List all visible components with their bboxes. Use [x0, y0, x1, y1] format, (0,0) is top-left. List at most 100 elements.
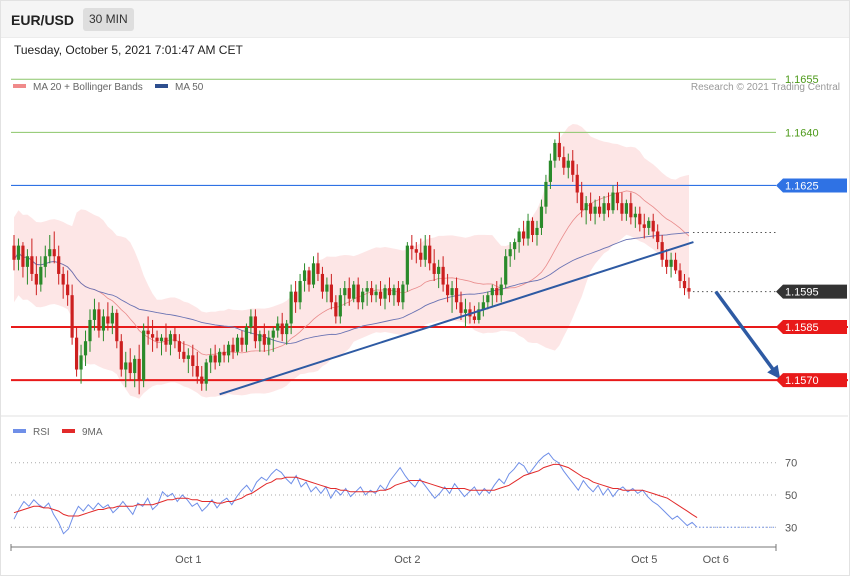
candle-body [620, 203, 624, 214]
candle-body [302, 270, 307, 282]
candle-body [437, 266, 441, 274]
candle-body [200, 376, 204, 384]
candle [150, 319, 155, 352]
rsi-tick-label: 70 [785, 458, 797, 470]
candle-body [280, 323, 284, 335]
candle [361, 288, 365, 310]
candle-body [481, 302, 485, 310]
candle [61, 266, 65, 299]
candle [620, 192, 624, 221]
candle-body [61, 273, 65, 285]
candle [52, 231, 56, 264]
legend-label: MA 50 [175, 82, 204, 93]
candle [16, 238, 21, 271]
candle [70, 284, 74, 345]
candle-body [39, 266, 43, 285]
candle-body [392, 288, 396, 296]
candle-body [660, 242, 664, 260]
candle-body [311, 263, 316, 285]
candle [405, 242, 409, 292]
timeframe-button[interactable]: 30 MIN [83, 8, 134, 31]
level-tag-1-1570 [776, 373, 847, 388]
candle [481, 295, 485, 317]
candle-body [580, 192, 584, 211]
candle [218, 348, 222, 366]
candle-body [454, 288, 459, 303]
candle [159, 334, 164, 356]
candle [642, 213, 646, 239]
candle [410, 235, 414, 260]
candle-body [615, 192, 620, 204]
level-label-1-1585: 1.1585 [785, 322, 819, 334]
candle-body [262, 334, 266, 345]
level-tag-1-1595 [776, 284, 847, 299]
candle-body [218, 351, 222, 363]
candle [660, 235, 664, 267]
candle-body [110, 312, 114, 324]
candle-body [253, 316, 257, 342]
candle-body [651, 220, 655, 232]
candle [472, 305, 477, 324]
candle [396, 281, 401, 306]
candle [21, 242, 25, 278]
candle-body [155, 337, 159, 342]
candle-body [267, 337, 271, 345]
candle [320, 266, 325, 299]
candle-body [575, 174, 579, 193]
price-levels [11, 78, 848, 382]
rsi-tick-label: 30 [785, 522, 797, 534]
candle-body [325, 284, 329, 292]
level-label-1-1640: 1.1640 [785, 127, 819, 139]
candle-body [12, 245, 16, 260]
candle [155, 330, 159, 349]
candle-body [137, 358, 141, 381]
candle-body [142, 330, 146, 381]
candle-body [656, 231, 660, 243]
candle-body [347, 288, 351, 299]
candle [329, 273, 333, 310]
candle-body [548, 160, 552, 182]
bollinger-band-area [14, 124, 689, 399]
ma20-line [13, 190, 690, 356]
candle [253, 309, 257, 349]
rsi-legend-swatch [13, 429, 26, 433]
time-axis: Oct 1 Oct 2 Oct 5 Oct 6 [10, 544, 777, 566]
candle [441, 256, 445, 292]
candle-body [83, 341, 88, 356]
watermark: Research © 2021 Trading Central [691, 82, 840, 93]
candle-body [79, 355, 83, 370]
candle [213, 344, 217, 370]
candle [557, 132, 561, 161]
candle-body [530, 220, 535, 235]
candle-body [553, 142, 557, 161]
candle-body [307, 270, 311, 285]
candle [311, 256, 316, 289]
candle-body [70, 295, 74, 338]
legend-label: MA 20 + Bollinger Bands [33, 82, 143, 93]
candle-body [562, 157, 566, 168]
rsi-ma-line [13, 463, 698, 519]
candle-body [647, 220, 651, 228]
candle-body [52, 249, 56, 257]
candle [383, 284, 387, 310]
candle-body [508, 249, 512, 257]
candle-body [43, 256, 47, 267]
candle [450, 281, 454, 313]
candle-body [258, 334, 262, 342]
candle-body [414, 249, 418, 253]
candle [611, 185, 615, 214]
candle [204, 358, 208, 391]
candle [602, 196, 606, 221]
candle [562, 146, 566, 175]
candle-body [74, 337, 79, 370]
candle-body [186, 355, 190, 359]
candle-body [244, 327, 249, 345]
candle [504, 249, 508, 289]
symbol-label: EUR/USD [11, 12, 75, 28]
candle [39, 256, 43, 292]
moving-averages [13, 190, 690, 356]
candle-body [343, 288, 347, 296]
candle-body [231, 344, 235, 352]
candle-body [106, 316, 110, 324]
trend-annotations [219, 241, 781, 396]
